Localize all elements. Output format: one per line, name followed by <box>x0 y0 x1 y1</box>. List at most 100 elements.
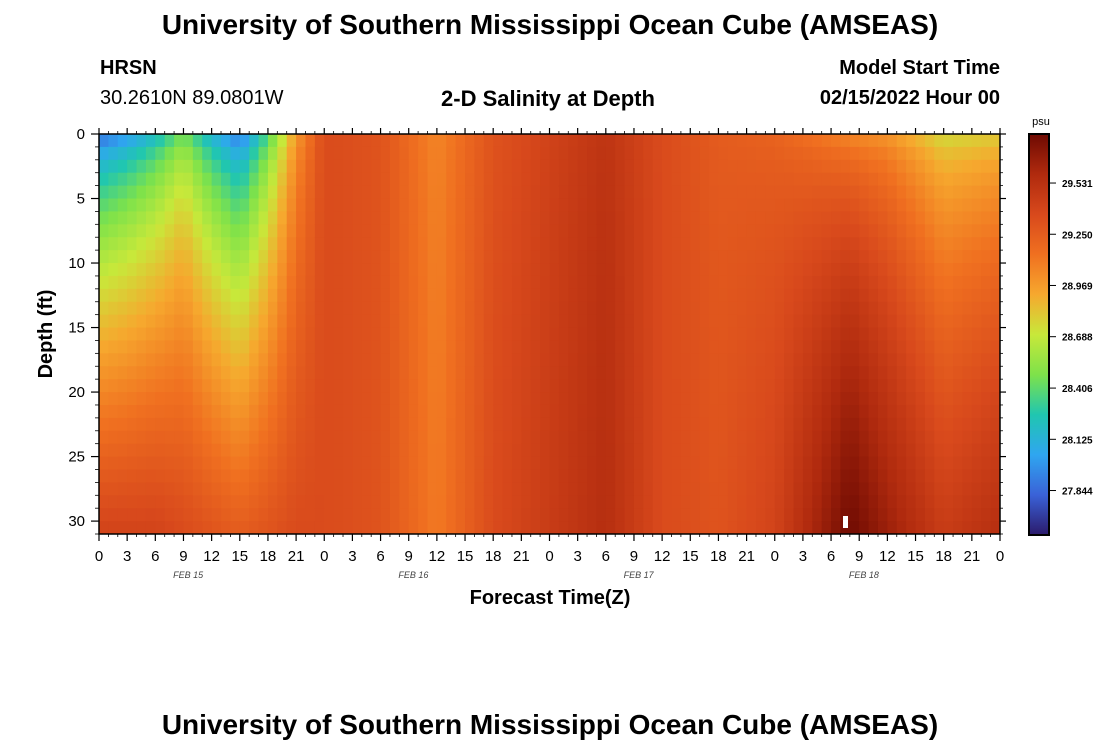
heatmap-cell <box>605 508 616 522</box>
heatmap-cell <box>145 495 156 509</box>
heatmap-cell <box>192 224 203 238</box>
heatmap-cell <box>324 443 335 458</box>
heatmap-cell <box>230 417 241 432</box>
heatmap-cell <box>352 443 363 458</box>
heatmap-cell <box>239 250 250 264</box>
heatmap-cell <box>877 392 888 406</box>
heatmap-cell <box>924 482 935 496</box>
heatmap-cell <box>624 314 635 329</box>
heatmap-cell <box>314 224 325 238</box>
heatmap-cell <box>418 495 429 509</box>
heatmap-cell <box>211 211 222 225</box>
heatmap-cell <box>117 353 128 367</box>
heatmap-cell <box>784 430 795 445</box>
heatmap-cell <box>812 392 823 406</box>
heatmap-cell <box>108 159 119 174</box>
heatmap-cell <box>718 198 729 213</box>
heatmap-cell <box>305 301 316 316</box>
heatmap-cell <box>230 340 241 354</box>
heatmap-cell <box>652 482 663 496</box>
heatmap-cell <box>286 275 297 290</box>
heatmap-cell <box>727 404 738 419</box>
heatmap-cell <box>192 404 203 419</box>
heatmap-cell <box>446 417 457 432</box>
heatmap-cell <box>192 340 203 354</box>
heatmap-cell <box>577 495 588 509</box>
heatmap-cell <box>943 353 954 367</box>
heatmap-cell <box>108 146 119 161</box>
heatmap-cell <box>408 327 419 342</box>
heatmap-cell <box>765 417 776 432</box>
heatmap-cell <box>324 198 335 213</box>
heatmap-cell <box>558 327 569 342</box>
heatmap-cell <box>511 288 522 303</box>
heatmap-cell <box>108 172 119 187</box>
heatmap-cell <box>671 185 682 200</box>
heatmap-cell <box>953 198 964 213</box>
heatmap-cell <box>915 417 926 432</box>
x-tick-label: 0 <box>996 548 1004 565</box>
heatmap-cell <box>474 172 485 187</box>
heatmap-cell <box>727 379 738 393</box>
heatmap-cell <box>136 288 147 303</box>
heatmap-cell <box>821 211 832 225</box>
heatmap-cell <box>746 185 757 200</box>
heatmap-cell <box>192 172 203 187</box>
heatmap-cell <box>943 417 954 432</box>
heatmap-cell <box>493 314 504 329</box>
x-tick-label: 12 <box>654 548 671 565</box>
heatmap-cell <box>483 301 494 316</box>
heatmap-cell <box>277 198 288 213</box>
heatmap-cell <box>699 482 710 496</box>
heatmap-cell <box>558 198 569 213</box>
heatmap-cell <box>418 443 429 458</box>
heatmap-cell <box>849 495 860 509</box>
heatmap-cell <box>924 508 935 522</box>
heatmap-cell <box>333 134 344 148</box>
heatmap-cell <box>746 224 757 238</box>
heatmap-cell <box>267 340 278 354</box>
heatmap-cell <box>436 366 447 380</box>
heatmap-cell <box>164 224 175 238</box>
heatmap-cell <box>286 237 297 251</box>
heatmap-cell <box>849 237 860 251</box>
heatmap-cell <box>474 443 485 458</box>
heatmap-cell <box>418 198 429 213</box>
heatmap-cell <box>906 288 917 303</box>
heatmap-cell <box>465 288 476 303</box>
heatmap-cell <box>840 353 851 367</box>
heatmap-cell <box>389 250 400 264</box>
heatmap-cell <box>568 275 579 290</box>
heatmap-cell <box>755 327 766 342</box>
heatmap-cell <box>296 495 307 509</box>
heatmap-cell <box>389 521 400 534</box>
heatmap-cell <box>408 495 419 509</box>
heatmap-cell <box>849 185 860 200</box>
heatmap-cell <box>380 508 391 522</box>
heatmap-cell <box>793 275 804 290</box>
heatmap-cell <box>314 430 325 445</box>
heatmap-cell <box>540 366 551 380</box>
heatmap-cell <box>812 250 823 264</box>
heatmap-cell <box>831 482 842 496</box>
heatmap-cell <box>877 237 888 251</box>
heatmap-cell <box>296 366 307 380</box>
heatmap-cell <box>127 211 138 225</box>
heatmap-cell <box>343 146 354 161</box>
heatmap-cell <box>267 146 278 161</box>
heatmap-cell <box>540 379 551 393</box>
heatmap-cell <box>455 172 466 187</box>
heatmap-cell <box>230 469 241 483</box>
heatmap-cell <box>436 275 447 290</box>
heatmap-cell <box>633 172 644 187</box>
heatmap-cell <box>380 275 391 290</box>
heatmap-cell <box>127 224 138 238</box>
heatmap-cell <box>455 404 466 419</box>
heatmap-cell <box>202 211 213 225</box>
heatmap-cell <box>643 327 654 342</box>
heatmap-cell <box>605 134 616 148</box>
heatmap-cell <box>333 495 344 509</box>
heatmap-cell <box>821 456 832 471</box>
heatmap-cell <box>249 379 260 393</box>
heatmap-cell <box>483 159 494 174</box>
